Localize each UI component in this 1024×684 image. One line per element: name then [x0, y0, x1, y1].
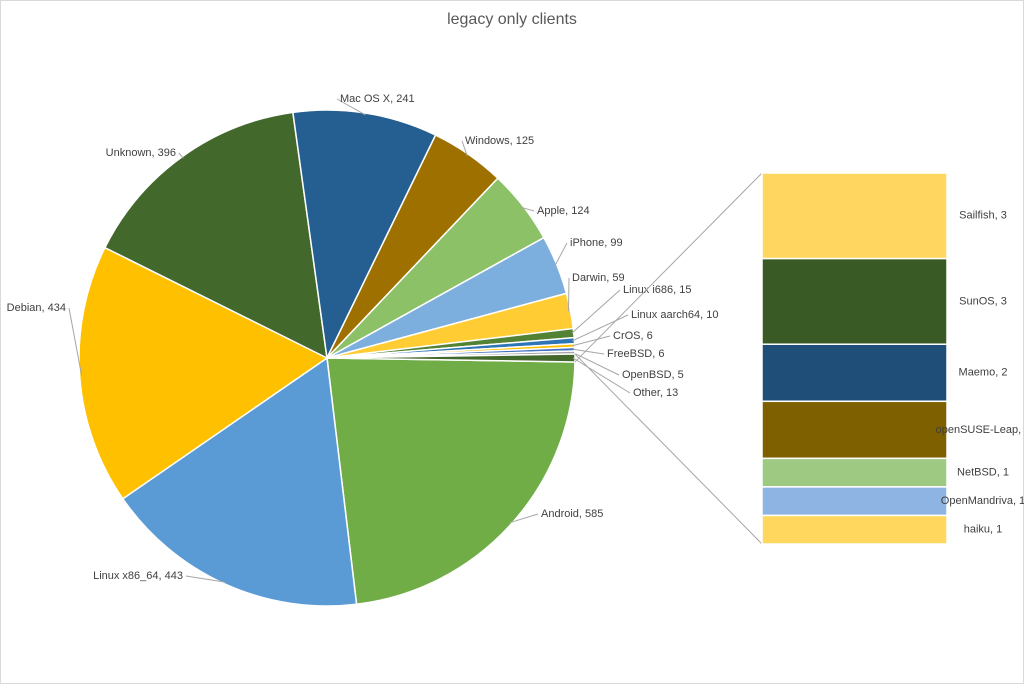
data-label: Darwin, 59 [572, 272, 625, 284]
data-label: Debian, 434 [7, 302, 66, 314]
leader-line [572, 357, 631, 394]
data-label: Maemo, 2 [959, 367, 1008, 379]
leader-line [572, 335, 611, 347]
data-label: Unknown, 396 [106, 147, 176, 159]
data-label: Android, 585 [541, 508, 603, 520]
data-label: Linux aarch64, 10 [631, 309, 718, 321]
leader-line [68, 307, 83, 376]
bar-segment [761, 514, 948, 545]
pie-slice [78, 246, 329, 500]
data-label: Apple, 124 [537, 205, 590, 217]
data-label: Linux x86_64, 443 [93, 570, 183, 582]
connector-line [574, 353, 763, 545]
leader-line [571, 289, 621, 334]
leader-line [185, 575, 226, 583]
leader-line [572, 314, 629, 342]
data-label: Linux i686, 15 [623, 284, 692, 296]
data-label: SunOS, 3 [959, 295, 1007, 307]
bar-segment [761, 343, 948, 403]
bar-segment [761, 172, 948, 260]
leader-line [554, 242, 568, 266]
chart-title: legacy only clients [447, 11, 577, 28]
data-label: CrOS, 6 [613, 330, 653, 342]
bar-segment [761, 486, 948, 517]
data-label: Other, 13 [633, 387, 678, 399]
pie-slice [121, 356, 358, 607]
data-label: Windows, 125 [465, 135, 534, 147]
leader-line [572, 348, 605, 355]
connector-line [574, 172, 763, 363]
data-label: openSUSE-Leap, 2 [936, 424, 1024, 436]
bar-segment [761, 257, 948, 345]
data-label: Mac OS X, 241 [340, 93, 415, 105]
leader-line [336, 98, 366, 116]
data-label: FreeBSD, 6 [607, 348, 664, 360]
leader-line [509, 513, 539, 524]
data-label: Sailfish, 3 [959, 210, 1007, 222]
pie-slice [326, 357, 576, 606]
data-label: iPhone, 99 [570, 237, 623, 249]
bar-segment [761, 457, 948, 488]
data-label: NetBSD, 1 [957, 467, 1009, 479]
data-label: OpenBSD, 5 [622, 369, 684, 381]
leader-line [461, 140, 468, 157]
data-label: OpenMandriva, 1 [941, 495, 1024, 507]
bar-segment [761, 400, 948, 460]
pie-slice [292, 109, 437, 361]
data-label: haiku, 1 [964, 524, 1003, 536]
leader-line [178, 152, 184, 159]
leader-line [521, 206, 535, 212]
